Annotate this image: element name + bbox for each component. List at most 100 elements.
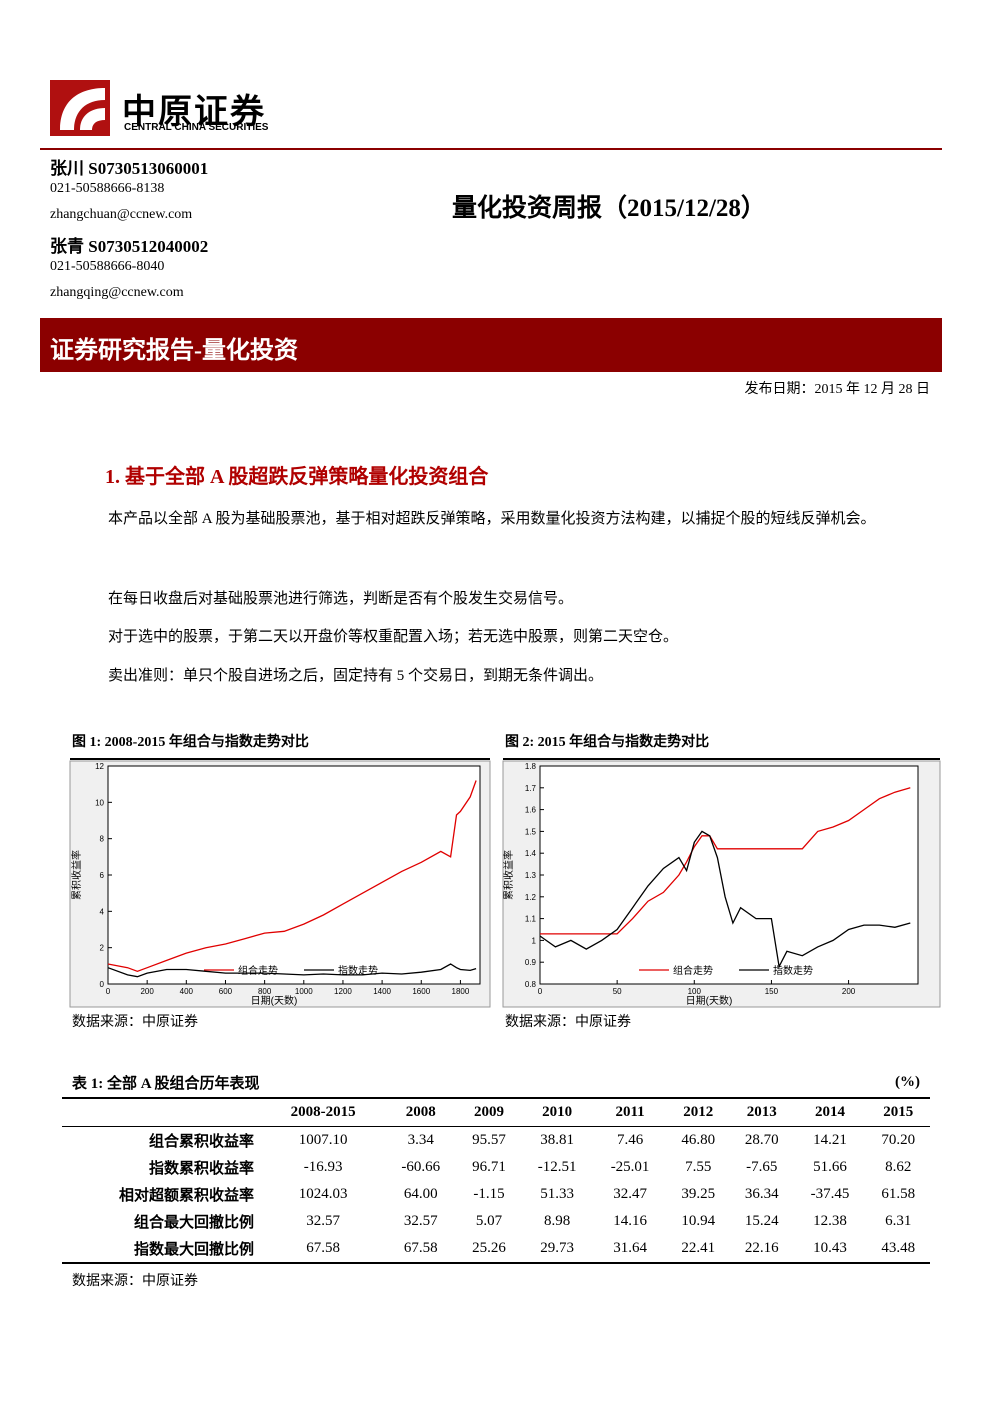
table-caption: 表 1: 全部 A 股组合历年表现 [72, 1076, 260, 1092]
x-tick-label: 100 [688, 987, 702, 996]
legend-label: 指数走势 [773, 964, 813, 977]
series-line [107, 963, 477, 978]
cell: 3.34 [407, 1132, 434, 1148]
y-tick-label: 1.3 [525, 871, 537, 880]
row-label: 指数累积收益率 [148, 1161, 254, 1177]
legend-label: 组合走势 [238, 964, 278, 977]
y-axis-label: 累积收益率 [70, 850, 83, 900]
plot-area [539, 765, 919, 985]
x-tick-label: 1400 [373, 987, 391, 996]
y-tick-label: 2 [100, 944, 105, 953]
cell: 25.26 [472, 1240, 506, 1256]
y-tick-label: 6 [100, 871, 105, 880]
plot-area [107, 765, 481, 985]
legend-label: 组合走势 [673, 964, 713, 977]
x-tick-label: 0 [538, 987, 543, 996]
row-label: 指数最大回撤比例 [133, 1242, 254, 1258]
paragraph: 在每日收盘后对基础股票池进行筛选，判断是否有个股发生交易信号。 [108, 591, 574, 607]
x-tick-label: 1000 [295, 987, 313, 996]
cell: 8.62 [885, 1159, 912, 1175]
table-unit: (%) [895, 1074, 920, 1090]
cell: 51.33 [540, 1186, 575, 1202]
email: zhangchuan@ccnew.com [50, 207, 193, 222]
cell: -7.65 [746, 1159, 778, 1175]
banner [40, 318, 942, 372]
date: 发布日期：2015 年 12 月 28 日 [744, 382, 931, 397]
row-label: 组合最大回撤比例 [133, 1215, 254, 1231]
header-cell: 2011 [615, 1104, 645, 1120]
header-cell: 2010 [542, 1104, 573, 1120]
header-cell: 2008 [405, 1104, 436, 1120]
paragraph: 本产品以全部 A 股为基础股票池，基于相对超跌反弹策略，采用数量化投资方法构建，… [108, 511, 876, 527]
figure-source: 数据来源：中原证券 [72, 1014, 198, 1030]
cell: 29.73 [540, 1240, 575, 1256]
x-tick-label: 1600 [412, 987, 430, 996]
legend-label: 指数走势 [338, 964, 378, 977]
header-cell: 2014 [814, 1104, 845, 1120]
cell: 64.00 [403, 1186, 438, 1202]
cell: 7.55 [685, 1159, 712, 1175]
cell: 22.41 [681, 1240, 716, 1256]
cell: 22.16 [744, 1240, 779, 1256]
cell: 28.70 [744, 1132, 779, 1148]
cell: 96.71 [472, 1159, 506, 1175]
x-tick-label: 1200 [334, 987, 352, 996]
cell: 95.57 [472, 1132, 506, 1148]
cell: 70.20 [881, 1132, 916, 1148]
x-tick-label: 200 [842, 987, 856, 996]
cell: 32.57 [306, 1213, 341, 1229]
cell: -12.51 [537, 1159, 577, 1175]
cell: -16.93 [303, 1159, 343, 1175]
cell: 6.31 [885, 1213, 912, 1229]
row: 指数最大回撤比例 67.58 67.58 25.26 29.73 31.64 22.41 22… [62, 1235, 930, 1263]
logo-mark [50, 80, 110, 136]
cell: 32.57 [403, 1213, 438, 1229]
y-axis-label: 累积收益率 [502, 850, 515, 900]
row: 指数累积收益率 -16.93 -60.66 96.71 -12.51 -25.01 7.55… [62, 1154, 930, 1181]
cell: 38.81 [540, 1132, 575, 1148]
header-row: 2008-2015 2008 2009 2010 2011 2012 2013 2014 201… [62, 1098, 930, 1127]
cell: -37.45 [810, 1186, 850, 1202]
section-heading: 1. 基于全部 A 股超跌反弹策略量化投资组合 [105, 466, 489, 488]
y-tick-label: 0 [100, 980, 105, 989]
series-line [107, 780, 477, 972]
source: 数据来源：中原证券 [72, 1274, 198, 1289]
y-tick-label: 1.7 [525, 784, 537, 793]
row: 组合最大回撤比例 32.57 32.57 5.07 8.98 14.16 10.94 15.2… [62, 1208, 930, 1235]
x-tick-label: 200 [140, 987, 154, 996]
figure-source: 数据来源：中原证券 [505, 1014, 631, 1030]
cell: 31.64 [613, 1240, 647, 1256]
author: 张青 S0730512040002 [50, 237, 209, 256]
banner-text: 证券研究报告-量化投资 [50, 338, 298, 364]
cell: 7.46 [616, 1132, 644, 1148]
cell: 8.98 [544, 1213, 571, 1229]
paragraph: 对于选中的股票，于第二天以开盘价等权重配置入场；若无选中股票，则第二天空仓。 [108, 629, 679, 645]
email: zhangqing@ccnew.com [50, 285, 184, 300]
cell: 14.16 [613, 1213, 647, 1229]
figure-title: 图 1: 2008-2015 年组合与指数走势对比 [72, 733, 309, 750]
phone: 021-50588666-8040 [50, 259, 165, 274]
header-rule [40, 148, 942, 150]
y-tick-label: 12 [95, 762, 104, 771]
cell: 39.25 [681, 1186, 716, 1202]
x-axis-label: 日期(天数) [686, 994, 733, 1007]
header-cell: 2015 [883, 1104, 914, 1120]
x-tick-label: 1800 [452, 987, 470, 996]
row-label: 相对超额累积收益率 [118, 1188, 254, 1204]
table: 2008-2015 2008 2009 2010 2011 2012 2013 2014 201… [62, 1097, 930, 1264]
cell: 12.38 [813, 1213, 847, 1229]
cell: 10.43 [813, 1240, 847, 1256]
y-tick-label: 0.8 [525, 980, 537, 989]
cell: 10.94 [681, 1213, 716, 1229]
series-line [540, 787, 911, 935]
cell: 5.07 [475, 1213, 503, 1229]
cell: -1.15 [473, 1186, 505, 1202]
cell: 67.58 [306, 1240, 341, 1256]
header-cell: 2009 [473, 1104, 504, 1120]
cell: 43.48 [881, 1240, 916, 1256]
cell: 14.21 [813, 1132, 847, 1148]
y-tick-label: 10 [95, 798, 104, 807]
y-tick-label: 4 [100, 907, 105, 916]
cell: 51.66 [813, 1159, 847, 1175]
